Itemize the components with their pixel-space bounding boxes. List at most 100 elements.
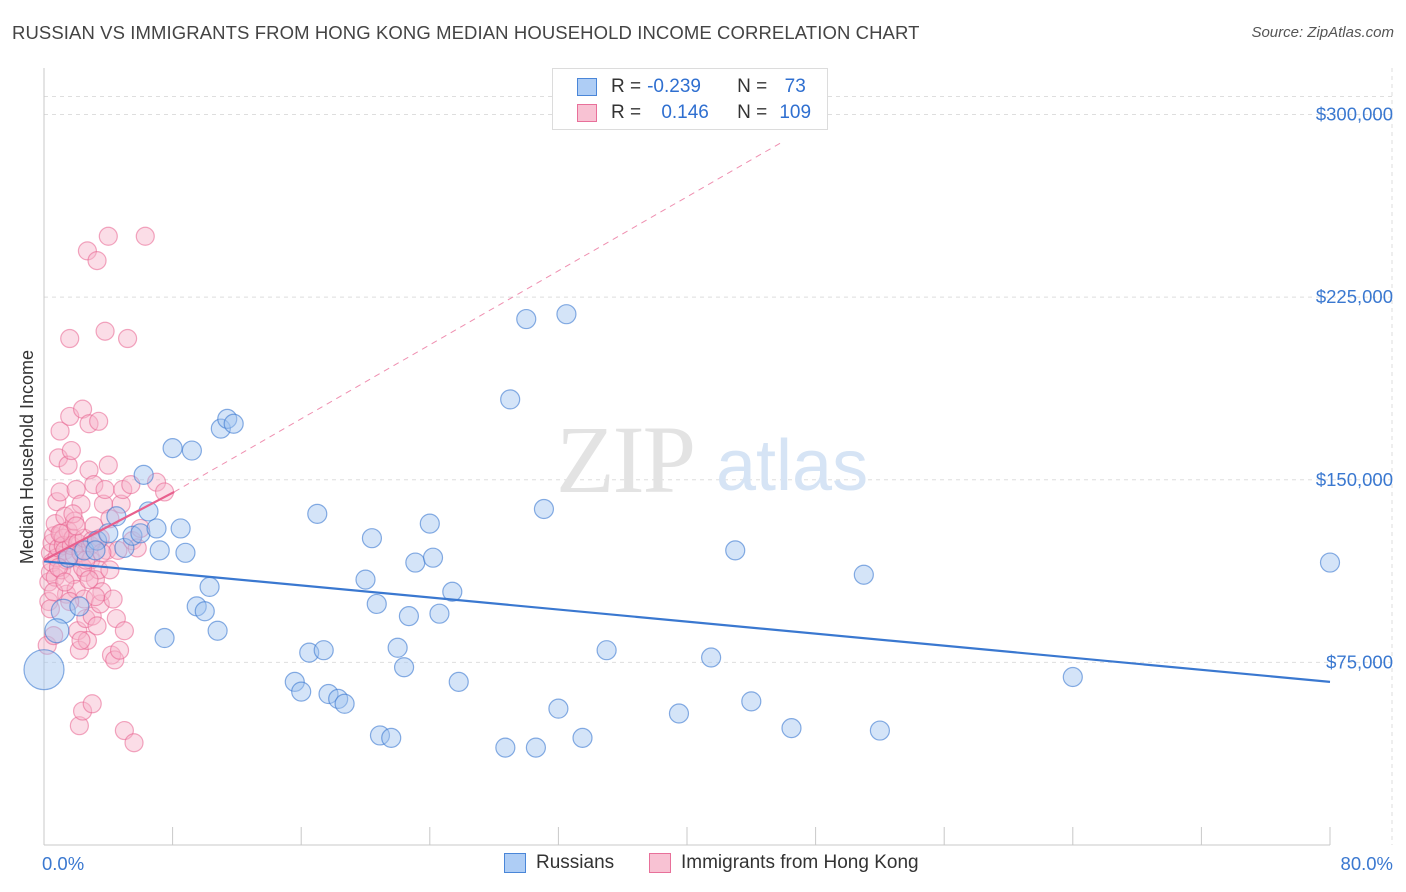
- axes: [43, 68, 1331, 846]
- legend-item-hong-kong[interactable]: Immigrants from Hong Kong: [649, 852, 919, 874]
- data-point-hong-kong: [95, 479, 115, 500]
- data-point-russians: [223, 413, 244, 434]
- data-point-hong-kong: [89, 411, 109, 431]
- data-point-russians: [307, 503, 328, 524]
- data-point-hong-kong: [103, 589, 123, 609]
- y-tick-label: $300,000: [1316, 104, 1393, 125]
- data-point-hong-kong: [146, 472, 167, 492]
- legend-n-value: 109: [779, 102, 812, 123]
- data-point-russians: [398, 606, 420, 627]
- data-point-russians: [548, 698, 569, 719]
- legend-r-label: R =: [611, 76, 642, 97]
- data-point-russians: [23, 649, 65, 691]
- legend-label-hong-kong: Immigrants from Hong Kong: [681, 852, 919, 873]
- data-point-hong-kong: [95, 321, 115, 341]
- data-point-russians: [741, 691, 762, 712]
- data-point-russians: [355, 569, 376, 590]
- chart-title: RUSSIAN VS IMMIGRANTS FROM HONG KONG MED…: [12, 22, 920, 43]
- stats-legend: R = -0.239 N = 73 R = 0.146 N = 109: [552, 68, 828, 130]
- data-point-hong-kong: [82, 694, 102, 714]
- data-point-hong-kong: [84, 475, 104, 495]
- data-point-hong-kong: [69, 640, 89, 660]
- data-point-russians: [387, 637, 408, 658]
- data-point-hong-kong: [58, 455, 78, 475]
- data-point-russians: [361, 528, 383, 549]
- legend-n-label: N =: [737, 102, 768, 123]
- data-point-russians: [313, 640, 334, 661]
- x-tick-label-max: 80.0%: [1341, 853, 1393, 874]
- data-point-hong-kong: [87, 251, 107, 271]
- y-tick-label: $150,000: [1316, 469, 1393, 490]
- data-point-russians: [429, 603, 450, 624]
- data-point-hong-kong: [50, 421, 70, 441]
- data-point-hong-kong: [63, 504, 83, 524]
- data-point-russians: [668, 703, 690, 724]
- trend-lines: [43, 140, 1331, 683]
- data-point-russians: [725, 540, 746, 561]
- data-point-hong-kong: [52, 560, 72, 580]
- data-point-russians: [207, 620, 228, 641]
- legend-row-hong-kong: R = 0.146 N = 109: [577, 101, 815, 125]
- trend-line-russians: [43, 560, 1331, 683]
- legend-r-label: R =: [611, 102, 642, 123]
- y-tick-label: $225,000: [1316, 286, 1393, 307]
- y-tick-label: $75,000: [1326, 651, 1393, 672]
- data-point-hong-kong: [79, 460, 99, 480]
- watermark-zip: ZIP: [556, 406, 694, 513]
- gridlines: [44, 68, 1393, 845]
- y-axis-label: Median Household Income: [17, 350, 37, 564]
- data-point-hong-kong: [77, 630, 98, 651]
- legend-swatch-hong-kong: [649, 853, 671, 873]
- data-point-russians: [1062, 666, 1083, 688]
- series-russians: [23, 304, 1341, 758]
- data-point-russians: [181, 440, 202, 461]
- data-point-hong-kong: [71, 494, 91, 514]
- data-point-hong-kong: [71, 630, 91, 651]
- data-point-russians: [495, 737, 516, 758]
- data-point-russians: [44, 618, 70, 644]
- data-point-russians: [781, 718, 802, 739]
- data-point-hong-kong: [66, 516, 86, 536]
- data-point-russians: [572, 727, 593, 748]
- data-point-russians: [122, 525, 143, 546]
- data-point-russians: [422, 547, 444, 568]
- data-point-russians: [556, 304, 577, 325]
- data-point-hong-kong: [79, 569, 99, 590]
- data-point-russians: [154, 627, 175, 649]
- legend-r-value: -0.239: [647, 76, 701, 97]
- watermark: ZIP atlas: [556, 406, 868, 513]
- data-point-russians: [1319, 552, 1341, 573]
- data-point-russians: [853, 564, 874, 585]
- data-point-hong-kong: [85, 587, 106, 607]
- data-point-russians: [701, 647, 722, 668]
- data-point-russians: [170, 518, 191, 539]
- data-point-hong-kong: [66, 479, 86, 500]
- data-point-russians: [393, 657, 415, 678]
- data-point-hong-kong: [105, 650, 125, 670]
- x-tick-label-min: 0.0%: [42, 853, 84, 874]
- data-point-russians: [199, 576, 220, 597]
- data-point-russians: [500, 389, 521, 410]
- legend-label-russians: Russians: [536, 852, 615, 873]
- data-point-hong-kong: [39, 591, 59, 612]
- data-point-russians: [130, 523, 151, 544]
- data-point-russians: [146, 518, 167, 539]
- data-point-russians: [525, 737, 546, 758]
- data-point-hong-kong: [111, 494, 131, 514]
- data-point-russians: [516, 308, 537, 330]
- data-point-russians: [133, 464, 154, 485]
- data-point-russians: [291, 681, 312, 702]
- legend-swatch-russians: [504, 853, 526, 873]
- series-legend: Russians Immigrants from Hong Kong: [0, 852, 1406, 878]
- tick-labels: $75,000 $150,000 $225,000 $300,000 0.0% 80.0%: [42, 104, 1393, 874]
- data-point-russians: [162, 438, 183, 459]
- data-point-hong-kong: [55, 572, 75, 592]
- legend-item-russians[interactable]: Russians: [504, 852, 614, 874]
- data-point-russians: [533, 498, 555, 520]
- data-point-hong-kong: [66, 579, 86, 599]
- data-point-russians: [85, 540, 106, 561]
- data-point-russians: [175, 542, 196, 563]
- trend-extension-hong-kong: [173, 140, 784, 493]
- source-label: Source: ZipAtlas.com: [1251, 24, 1394, 41]
